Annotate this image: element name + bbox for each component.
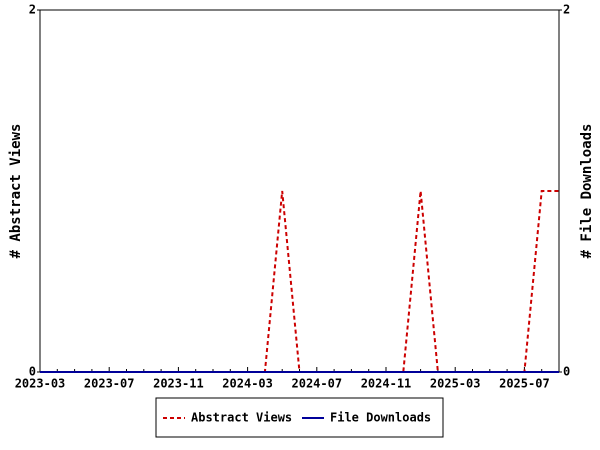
- x-tick-label: 2024-07: [292, 377, 343, 391]
- y2-tick-label: 2: [563, 3, 570, 17]
- y-tick-label: 0: [29, 365, 36, 379]
- series-line: [40, 190, 559, 373]
- x-tick-label: 2024-11: [361, 377, 412, 391]
- legend-label: File Downloads: [330, 411, 431, 425]
- x-tick-label: 2025-03: [430, 377, 481, 391]
- y2-tick-label: 0: [563, 365, 570, 379]
- x-tick-label: 2023-07: [84, 377, 135, 391]
- y-tick-label: 2: [29, 3, 36, 17]
- legend-box: [155, 397, 444, 438]
- plot-frame: [39, 9, 560, 373]
- x-tick-label: 2025-07: [499, 377, 550, 391]
- y-axis-label: # Abstract Views: [8, 124, 24, 259]
- x-tick-label: 2023-03: [15, 377, 66, 391]
- legend-label: Abstract Views: [191, 411, 292, 425]
- x-tick-label: 2023-11: [153, 377, 204, 391]
- x-tick-label: 2024-03: [222, 377, 273, 391]
- y2-axis-label: # File Downloads: [579, 124, 595, 259]
